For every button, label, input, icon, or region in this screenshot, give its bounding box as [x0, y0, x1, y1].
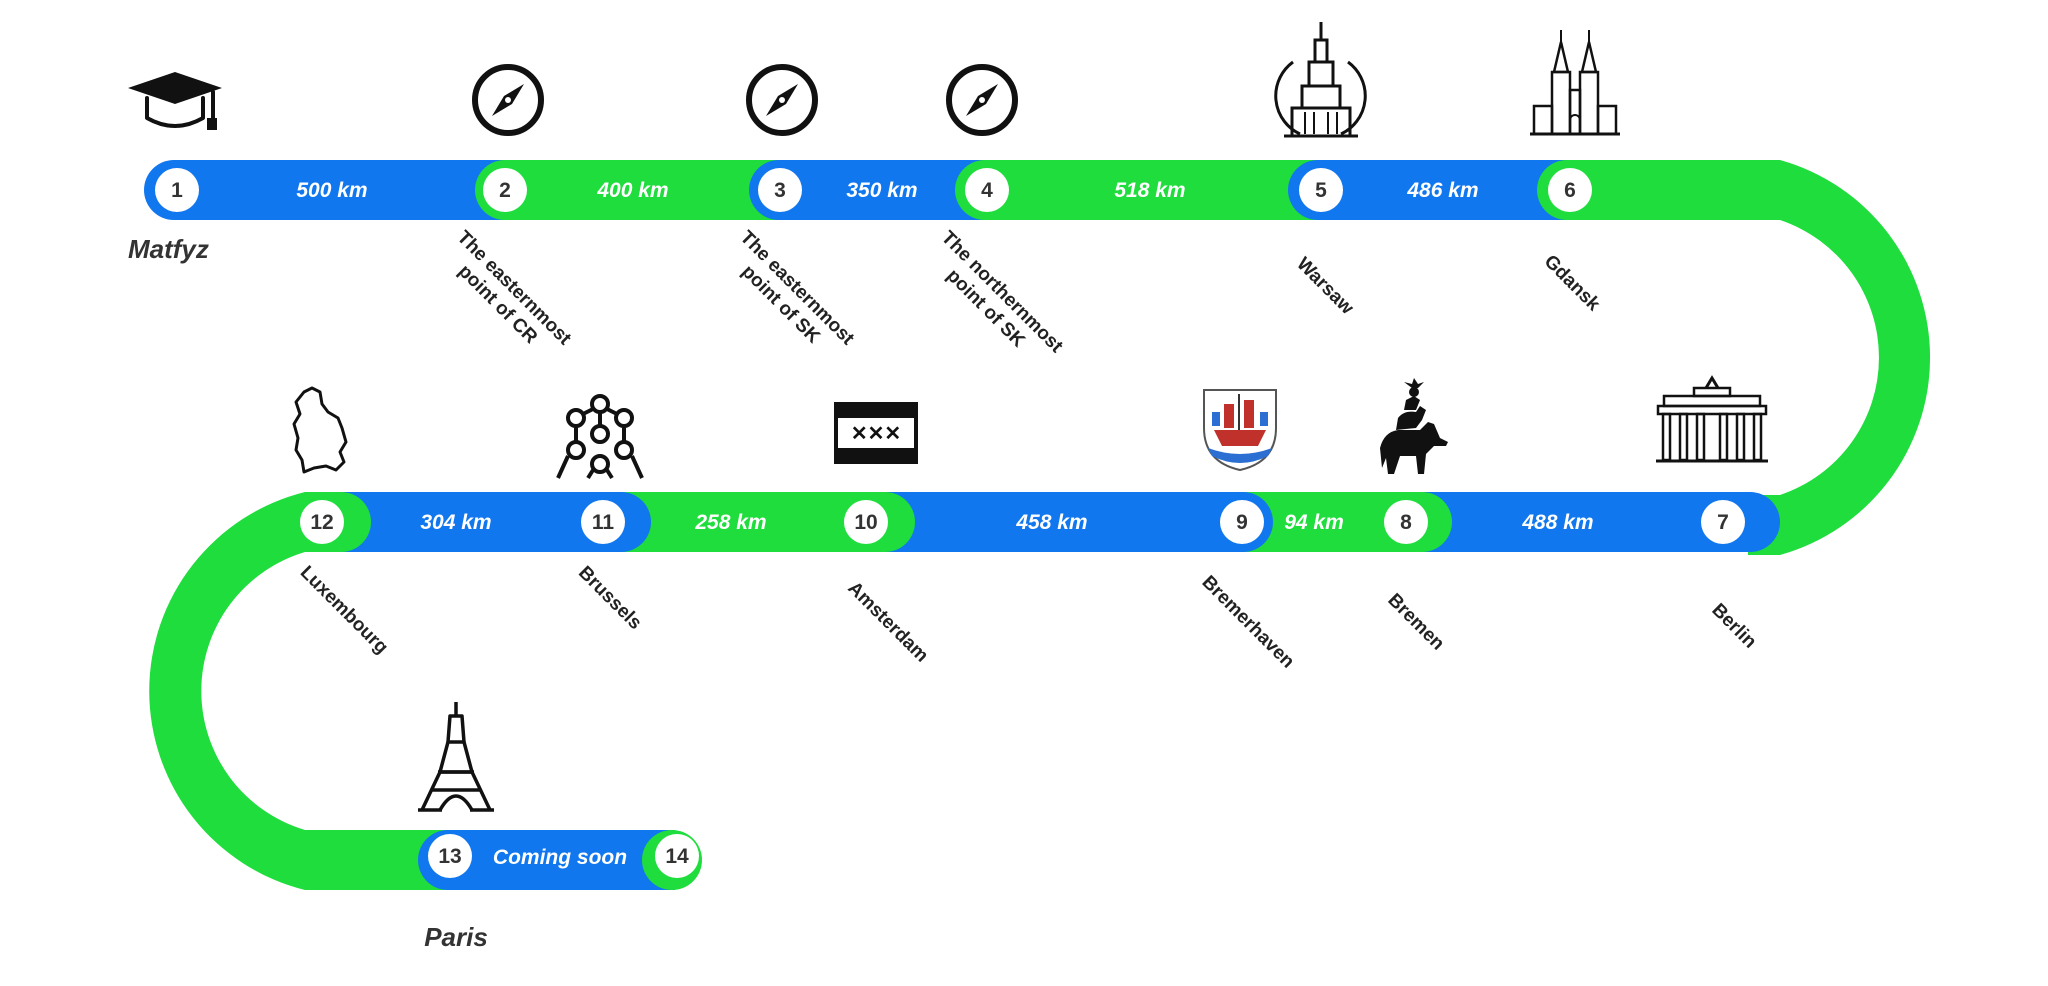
distance-label-10-11: 258 km — [694, 511, 766, 534]
svg-text:✕✕✕: ✕✕✕ — [851, 423, 901, 445]
stop-2: 2 — [483, 168, 527, 212]
distance-label-1-2: 500 km — [296, 179, 367, 202]
svg-text:13: 13 — [438, 845, 461, 868]
distance-label-8-9: 94 km — [1284, 511, 1344, 534]
distance-label-11-12: 304 km — [420, 511, 491, 534]
svg-text:3: 3 — [774, 179, 786, 202]
amsterdam-flag-icon: ✕✕✕ — [834, 402, 918, 464]
svg-text:2: 2 — [499, 179, 511, 202]
distance-label-2-3: 400 km — [596, 179, 668, 202]
brandenburg-gate-icon — [1656, 375, 1768, 463]
segment-13-14 — [418, 830, 675, 890]
stop-4: 4 — [965, 168, 1009, 212]
atomium-icon — [556, 394, 644, 480]
stop-3: 3 — [758, 168, 802, 212]
stop-10: 10 — [844, 500, 888, 544]
distance-label-7-8: 488 km — [1521, 511, 1593, 534]
stop-5: 5 — [1299, 168, 1343, 212]
stop-11: 11 — [581, 500, 625, 544]
gdansk-church-icon — [1530, 30, 1620, 136]
segment-11-12 — [338, 492, 651, 552]
distance-label-4-5: 518 km — [1114, 179, 1185, 202]
stop-12: 12 — [300, 500, 344, 544]
palace-of-culture-icon — [1274, 22, 1367, 138]
segment-9-10 — [882, 492, 1273, 552]
svg-text:8: 8 — [1400, 511, 1412, 534]
stop-label-11: Brussels — [574, 562, 646, 634]
svg-text:1: 1 — [171, 179, 183, 202]
svg-text:11: 11 — [592, 511, 615, 534]
compass-icon — [946, 64, 1018, 136]
stop-label-3: The easternmostpoint of SK — [719, 227, 858, 366]
svg-text:9: 9 — [1236, 511, 1248, 534]
stop-label-1: Matfyz — [128, 234, 209, 264]
segment-2-3 — [475, 160, 782, 220]
bremerhaven-coat-of-arms-icon — [1203, 389, 1277, 472]
svg-text:12: 12 — [310, 511, 333, 534]
segment-12-13 — [149, 492, 450, 890]
segment-10-11 — [618, 492, 915, 552]
stop-label-12: Luxembourg — [296, 562, 392, 658]
distance-label-9-10: 458 km — [1015, 511, 1087, 534]
stop-13: 13 — [428, 834, 472, 878]
distance-label-6-7: 702 km — [1941, 322, 1964, 393]
stop-8: 8 — [1384, 500, 1428, 544]
segment-4-5 — [955, 160, 1321, 220]
eiffel-tower-icon — [418, 702, 494, 812]
stop-6: 6 — [1548, 168, 1592, 212]
stop-label-7: Berlin — [1707, 600, 1760, 653]
segment-3-4 — [749, 160, 988, 220]
compass-icon — [472, 64, 544, 136]
distance-label-5-6: 486 km — [1406, 179, 1478, 202]
stop-label-9: Bremerhaven — [1198, 572, 1299, 673]
distance-label-13-14: Coming soon — [493, 846, 627, 869]
segment-7-8 — [1419, 492, 1780, 552]
distance-label-3-4: 350 km — [846, 179, 917, 202]
stop-label-5: Warsaw — [1292, 254, 1357, 319]
distance-labels: 500 km 400 km 350 km 518 km 486 km 702 k… — [114, 179, 1964, 869]
stop-7: 7 — [1701, 500, 1745, 544]
stop-label-13: Paris — [424, 922, 488, 952]
distance-label-12-13: 390 km — [114, 664, 137, 735]
stop-label-10: Amsterdam — [844, 578, 933, 667]
stop-label-8: Bremen — [1383, 590, 1448, 655]
luxembourg-outline-icon — [292, 386, 348, 474]
stop-label-4: The northernmostpoint of SK — [921, 227, 1068, 374]
svg-text:10: 10 — [854, 511, 877, 534]
graduation-cap-icon — [128, 72, 222, 130]
stop-9: 9 — [1220, 500, 1264, 544]
bremen-musicians-icon — [1380, 378, 1448, 474]
svg-text:4: 4 — [981, 179, 993, 202]
segment-5-6 — [1288, 160, 1570, 220]
stop-label-6: Gdansk — [1540, 251, 1604, 315]
compass-icon — [746, 64, 818, 136]
stop-label-2: The easternmostpoint of CR — [436, 227, 575, 366]
svg-text:6: 6 — [1564, 179, 1576, 202]
stop-14: 14 — [655, 834, 699, 878]
segment-1-2 — [144, 160, 508, 220]
svg-text:14: 14 — [665, 845, 689, 868]
svg-text:7: 7 — [1717, 511, 1729, 534]
stop-markers: 1 2 3 4 5 6 7 8 9 10 11 12 13 14 — [155, 168, 1745, 878]
svg-text:5: 5 — [1315, 179, 1327, 202]
stop-1: 1 — [155, 168, 199, 212]
